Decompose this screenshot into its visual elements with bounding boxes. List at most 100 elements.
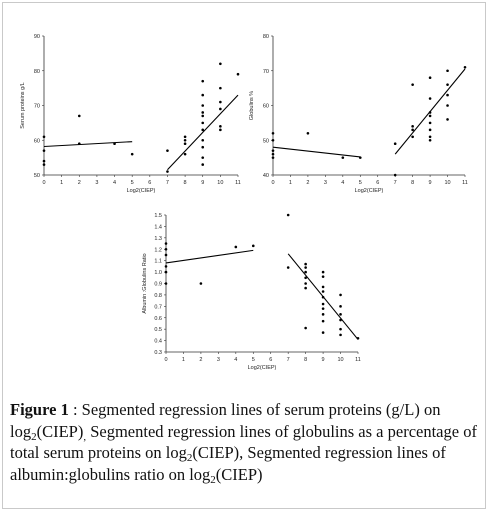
chart-1-data-point	[183, 142, 187, 146]
chart-3-x-tick-label: 4	[234, 357, 237, 363]
chart-3-y-tick-label: 1.4	[154, 224, 162, 230]
chart-3-data-point	[321, 319, 325, 323]
chart-3-x-tick-label: 2	[199, 357, 202, 363]
chart-2-data-point	[271, 132, 275, 135]
chart-1-data-point	[219, 128, 222, 132]
chart-3-regression-line	[287, 253, 359, 340]
chart-1-data-point	[166, 170, 169, 173]
chart-1-data-point	[130, 152, 134, 156]
chart-2-x-tick-label: 6	[376, 180, 379, 186]
chart-3-regression-line	[165, 249, 254, 264]
chart-2-x-tick-label: 9	[429, 180, 432, 186]
chart-3-data-point	[304, 326, 307, 330]
figure-frame	[2, 2, 486, 509]
chart-3-data-point	[339, 333, 342, 337]
chart-3-data-point	[321, 307, 325, 310]
chart-1-data-point	[201, 114, 205, 118]
figure-caption: Figure 1 : Segmented regression lines of…	[10, 399, 478, 485]
figure-label: Figure 1	[10, 400, 69, 419]
chart-1-data-point	[201, 156, 205, 159]
chart-2-y-axis-label: Globulins %	[249, 91, 255, 120]
chart-3-data-point	[164, 247, 168, 251]
chart-1-data-point	[219, 100, 222, 104]
chart-3-x-tick-label: 1	[182, 357, 185, 363]
chart-1-data-point	[201, 111, 205, 114]
chart-3-y-tick-label: 0.8	[154, 293, 162, 299]
chart-1-y-tick-label: 90	[34, 34, 40, 40]
chart-2-regression-line	[394, 68, 466, 155]
chart-3-data-point	[164, 265, 168, 268]
chart-2-x-tick-label: 4	[341, 180, 344, 186]
chart-2-x-tick-label: 7	[394, 180, 397, 186]
chart-3-y-tick-label: 0.9	[154, 282, 162, 288]
chart-3-x-tick-label: 5	[252, 357, 255, 363]
chart-1-x-tick-label: 10	[217, 180, 223, 186]
chart-3-x-tick-label: 0	[164, 357, 167, 363]
chart-2-data-point	[271, 152, 275, 156]
chart-2-data-point	[411, 128, 414, 132]
chart-2-data-point	[428, 76, 432, 79]
chart-1-x-tick-label: 3	[95, 180, 98, 186]
chart-3-data-point	[164, 253, 168, 257]
chart-2-x-tick-label: 8	[411, 180, 414, 186]
caption-text-5: (CIEP)	[215, 464, 263, 484]
chart-3-data-point	[286, 213, 290, 217]
chart-1-data-point	[219, 125, 222, 128]
chart-2-x-tick-label: 10	[444, 180, 450, 186]
chart-2-y-tick-label: 80	[263, 34, 269, 40]
chart-3-data-point	[164, 242, 168, 245]
chart-2-x-tick-label: 1	[289, 180, 292, 186]
chart-1-data-point	[183, 138, 187, 142]
chart-3-data-point	[304, 262, 307, 266]
chart-3-data-point	[164, 282, 168, 285]
chart-2-data-point	[446, 83, 449, 86]
caption-sub-3: 2	[186, 452, 193, 464]
chart-3-data-point	[304, 270, 307, 274]
chart-2-x-tick-label: 11	[462, 180, 468, 186]
chart-3-y-tick-label: 1.3	[154, 236, 162, 242]
chart-1-data-point	[201, 79, 205, 83]
chart-3-y-tick-label: 0.4	[154, 339, 162, 345]
chart-1-y-axis-label: Serum proteins g/L	[20, 82, 26, 128]
caption-sub-1: 2	[31, 430, 37, 443]
chart-3: 0 1 2 3 4 5 6 7 8 9 10 11 0.3 0.4 0.5 0.6 0.7 0.8 0.9 1.0 1.…	[142, 213, 361, 371]
chart-3-data-point	[164, 270, 168, 274]
chart-1-x-tick-label: 0	[42, 180, 45, 186]
chart-3-data-point	[321, 270, 325, 274]
chart-2-data-point	[428, 128, 432, 132]
charts-canvas: 0 1 2 3 4 5 6 7 8 9 10 115060708090Log2(CIEP)Serum …	[20, 34, 468, 371]
chart-3-x-tick-label: 8	[304, 357, 307, 363]
chart-3-data-point	[321, 285, 325, 289]
chart-3-y-tick-label: 1.2	[154, 247, 162, 253]
chart-3-y-axis-label: Albumin :Globulins Ratio	[142, 253, 148, 313]
chart-1-x-tick-label: 1	[60, 180, 63, 186]
chart-1-data-point	[201, 163, 205, 166]
chart-2-y-tick-label: 70	[263, 69, 269, 75]
chart-1-y-tick-label: 50	[34, 173, 40, 179]
chart-1-data-point	[77, 114, 81, 118]
chart-2-x-axis-label: Log2(CIEP)	[355, 188, 384, 194]
chart-2-data-point	[271, 138, 275, 142]
chart-1-data-point	[201, 93, 205, 97]
caption-text-3: Segmented regression lines of globulins …	[10, 421, 477, 463]
chart-3-x-tick-label: 9	[322, 357, 325, 363]
chart-1-y-tick-label: 70	[34, 104, 40, 110]
chart-3-data-point	[339, 305, 342, 308]
chart-3-x-tick-label: 3	[217, 357, 220, 363]
caption-text-4: (CIEP), Segmented regression lines of al…	[10, 443, 446, 484]
chart-1-data-point	[219, 107, 222, 111]
chart-3-data-point	[339, 293, 342, 297]
chart-3-y-tick-label: 0.7	[154, 304, 162, 310]
caption-sub-4: 2	[210, 473, 216, 486]
chart-2-x-tick-label: 2	[306, 180, 309, 186]
chart-2-data-point	[428, 135, 432, 139]
chart-1-x-tick-label: 9	[201, 180, 204, 186]
chart-2-data-point	[428, 97, 432, 100]
chart-2-data-point	[428, 121, 432, 125]
chart-3-y-tick-label: 1.1	[154, 259, 162, 265]
chart-1-x-tick-label: 5	[131, 180, 134, 186]
chart-3-y-tick-label: 0.5	[154, 327, 162, 333]
chart-2-data-point	[271, 156, 275, 159]
chart-3-y-tick-label: 0.3	[154, 350, 162, 356]
chart-1-data-point	[201, 121, 205, 125]
